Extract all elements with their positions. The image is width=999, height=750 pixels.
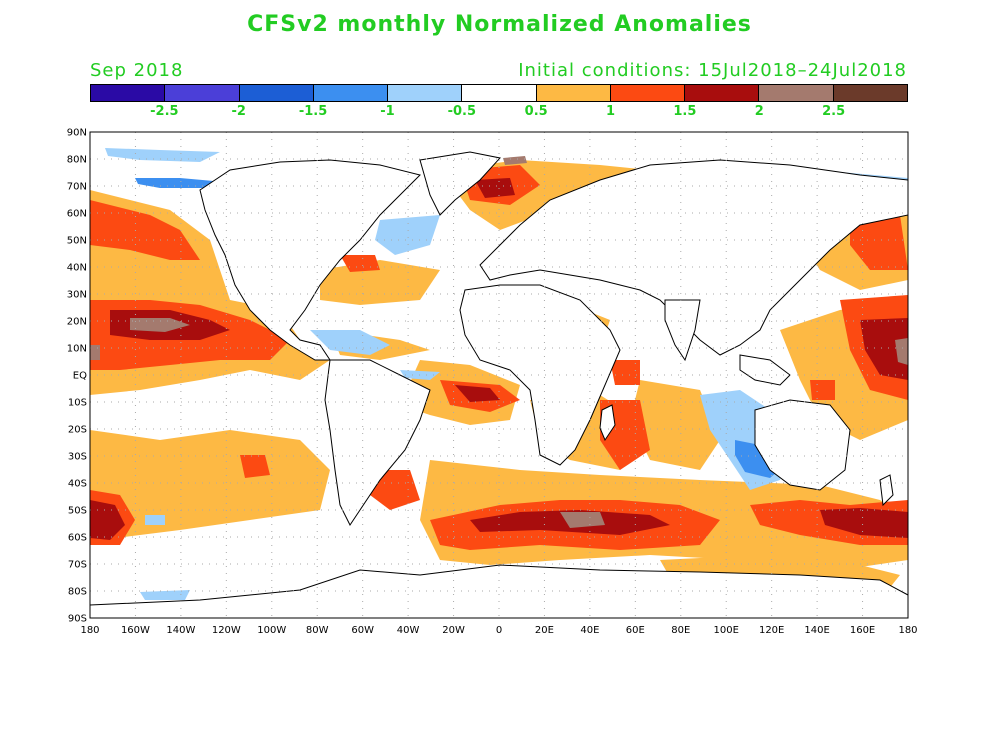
latitude-tick-label: 80N xyxy=(67,155,87,166)
latitude-tick-label: 90S xyxy=(68,614,87,625)
longitude-tick-label: 140E xyxy=(804,625,829,636)
latitude-tick-label: 80S xyxy=(68,587,87,598)
longitude-tick-label: 20E xyxy=(535,625,554,636)
longitude-tick-label: 180 xyxy=(898,625,917,636)
latitude-tick-label: 60N xyxy=(67,209,87,220)
colorbar-legend xyxy=(90,84,908,102)
colorbar-tick-label: -1.5 xyxy=(298,104,328,119)
colorbar-box xyxy=(685,85,760,101)
latitude-tick-label: 30S xyxy=(68,452,87,463)
colorbar-box xyxy=(239,85,314,101)
colorbar-box xyxy=(610,85,686,101)
colorbar-box xyxy=(91,85,166,101)
colorbar-tick-label: 0.5 xyxy=(524,104,548,119)
latitude-tick-label: 20N xyxy=(67,317,87,328)
latitude-tick-label: 40N xyxy=(67,263,87,274)
colorbar-tick-label: -1 xyxy=(380,104,395,119)
longitude-tick-label: 40E xyxy=(580,625,599,636)
latitude-tick-label: 20S xyxy=(68,425,87,436)
latitude-tick-label: 10S xyxy=(68,398,87,409)
longitude-tick-label: 60E xyxy=(626,625,645,636)
colorbar-box xyxy=(462,85,537,101)
latitude-tick-label: 50S xyxy=(68,506,87,517)
map-frame xyxy=(89,131,909,619)
colorbar-tick-label: -2 xyxy=(231,104,246,119)
colorbar-box xyxy=(313,85,389,101)
latitude-tick-label: 10N xyxy=(67,344,87,355)
latitude-tick-label: 70N xyxy=(67,182,87,193)
initial-conditions-label: Initial conditions: 15Jul2018–24Jul2018 xyxy=(518,60,907,81)
latitude-axis: 90N 80N 70N 60N 50N 40N 30N 20N 10N EQ 10S 20S 30S 40… xyxy=(67,128,87,625)
latitude-tick-label: 60S xyxy=(68,533,87,544)
colorbar-tick-label: 1 xyxy=(606,104,616,119)
longitude-tick-label: 160W xyxy=(121,625,150,636)
latitude-tick-label: 90N xyxy=(67,128,87,139)
longitude-tick-label: 60W xyxy=(351,625,374,636)
latitude-tick-label: 70S xyxy=(68,560,87,571)
longitude-tick-label: 140W xyxy=(166,625,195,636)
colorbar-tick-label: 2 xyxy=(754,104,764,119)
longitude-axis: 180 160W 140W 120W 100W 80W 60W 40W 20W 0 20E 40E 60… xyxy=(80,625,917,636)
longitude-tick-label: 180 xyxy=(80,625,99,636)
latitude-tick-label: 40S xyxy=(68,479,87,490)
colorbar-box xyxy=(833,85,907,101)
colorbar-box xyxy=(759,85,834,101)
longitude-tick-label: 40W xyxy=(397,625,420,636)
longitude-tick-label: 100W xyxy=(257,625,286,636)
longitude-tick-label: 80W xyxy=(306,625,329,636)
longitude-tick-label: 120W xyxy=(212,625,241,636)
map-title: CFSv2 monthly Normalized Anomalies xyxy=(247,12,752,37)
colorbar-tick-label: -0.5 xyxy=(447,104,477,119)
colorbar-labels: -2.5 -2 -1.5 -1 -0.5 0.5 1 1.5 2 2.5 xyxy=(90,104,908,122)
longitude-tick-label: 100E xyxy=(714,625,739,636)
longitude-tick-label: 160E xyxy=(850,625,875,636)
longitude-tick-label: 120E xyxy=(759,625,784,636)
colorbar-box xyxy=(388,85,463,101)
forecast-month-label: Sep 2018 xyxy=(90,60,184,81)
longitude-tick-label: 0 xyxy=(496,625,502,636)
latitude-tick-label: 30N xyxy=(67,290,87,301)
latitude-tick-label: 50N xyxy=(67,236,87,247)
latitude-tick-label: EQ xyxy=(73,371,87,382)
colorbar-box xyxy=(165,85,240,101)
longitude-tick-label: 80E xyxy=(671,625,690,636)
colorbar-tick-label: 2.5 xyxy=(822,104,846,119)
colorbar-tick-label: -2.5 xyxy=(150,104,179,119)
continents xyxy=(90,151,908,618)
colorbar-tick-label: 1.5 xyxy=(673,104,697,119)
colorbar-box xyxy=(536,85,611,101)
longitude-tick-label: 20W xyxy=(442,625,465,636)
